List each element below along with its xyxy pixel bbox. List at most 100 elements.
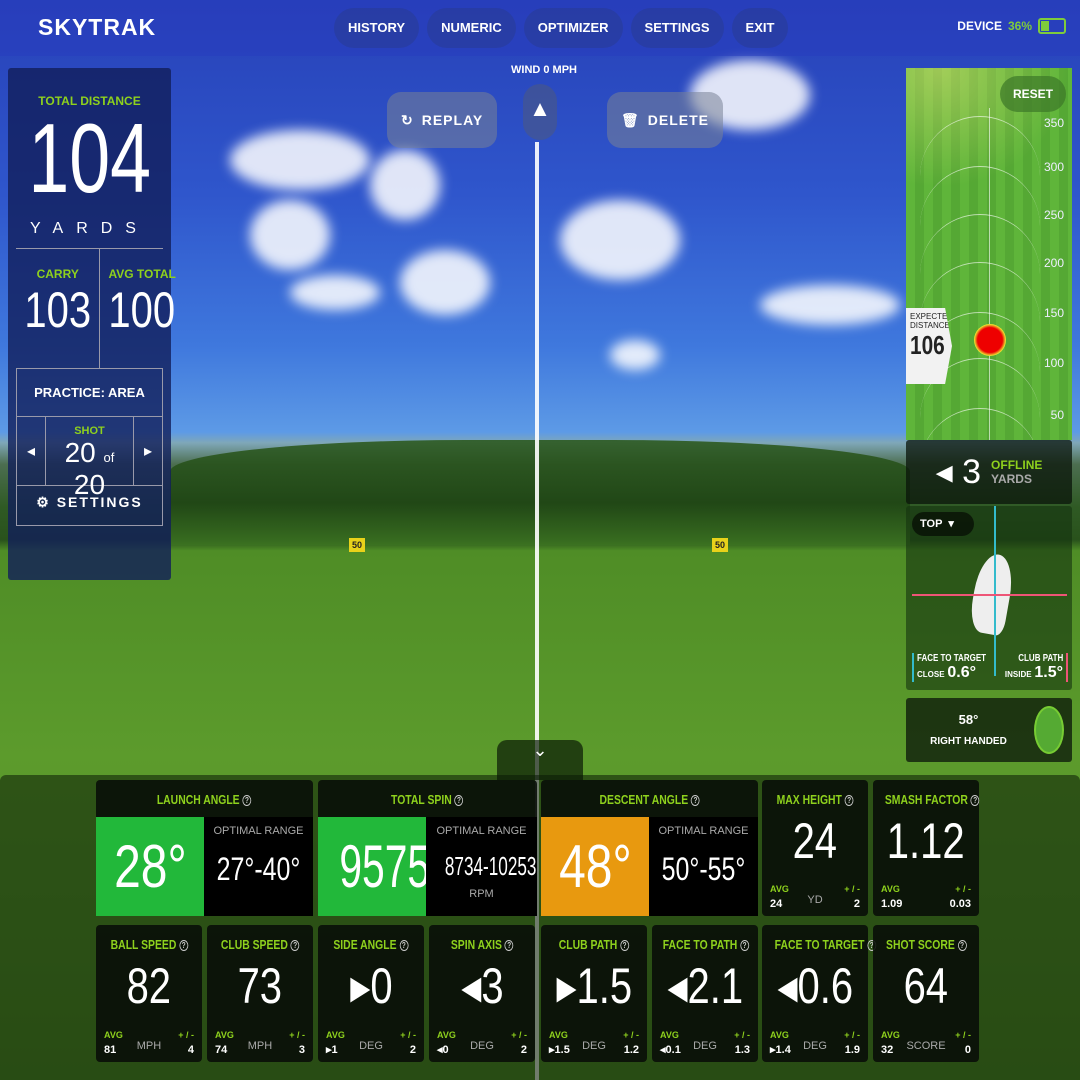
optimal-range-box: OPTIMAL RANGE 8734-10253 RPM	[426, 817, 537, 916]
avg-value: ◂0	[437, 1044, 449, 1056]
optimizer-card-descent-angle: DESCENT ANGLE ? 48° OPTIMAL RANGE 50°-55°	[541, 780, 758, 916]
avg-label: AVG	[104, 1030, 123, 1040]
left-settings-button[interactable]: ⚙ SETTINGS	[17, 486, 162, 519]
nav-numeric[interactable]: NUMERIC	[427, 8, 516, 48]
help-icon[interactable]: ?	[620, 940, 630, 952]
tick-label: 200	[1043, 256, 1064, 270]
help-icon[interactable]: ?	[844, 795, 854, 807]
stat-card-spin-axis: SPIN AXIS ? ◂3 AVG ◂0 + / -2 DEG	[429, 925, 535, 1062]
main-nav: HISTORY NUMERIC OPTIMIZER SETTINGS EXIT	[334, 8, 789, 48]
face-direction: CLOSE	[917, 670, 945, 679]
metric-label-text: BALL SPEED	[110, 937, 176, 952]
prev-shot-button[interactable]: ◂	[17, 417, 46, 485]
optimal-range-label: OPTIMAL RANGE	[658, 825, 749, 837]
metric-label-inner: FACE TO PATH ?	[662, 937, 750, 952]
metric-label-inner: FACE TO TARGET ?	[774, 937, 877, 952]
metric-label-inner: SMASH FACTOR ?	[885, 792, 980, 807]
tick-label: 250	[1043, 208, 1064, 222]
nav-history[interactable]: HISTORY	[334, 8, 420, 48]
plus-minus-label: + / -	[289, 1030, 305, 1040]
help-icon[interactable]: ?	[970, 795, 980, 807]
metric-label-inner: DESCENT ANGLE ?	[599, 792, 700, 807]
metric-value: ▸0	[349, 958, 393, 1014]
collapse-panel-button[interactable]: ⌄	[497, 740, 583, 780]
plus-minus-value: 4	[187, 1044, 194, 1056]
plus-minus-label: + / -	[844, 884, 860, 894]
metric-value: ◂2.1	[667, 958, 743, 1014]
help-icon[interactable]: ?	[957, 940, 967, 952]
help-icon[interactable]: ?	[178, 940, 188, 952]
metric-label-inner: SPIN AXIS ?	[451, 937, 514, 952]
avg-total-label: AVG TOTAL	[108, 267, 176, 281]
path-direction: INSIDE	[1004, 670, 1032, 679]
metric-label-text: CLUB SPEED	[220, 937, 288, 952]
replay-button[interactable]: ↻ REPLAY	[387, 92, 498, 148]
yardage-marker: 50	[712, 538, 729, 552]
settings-label: SETTINGS	[56, 494, 143, 510]
delete-button[interactable]: 🗑 DELETE	[607, 92, 724, 148]
metric-unit: DEG	[582, 1040, 606, 1052]
stat-card-club-speed: CLUB SPEED ? 73 AVG 74 + / - 3 MPH	[207, 925, 313, 1062]
tick-label: 300	[1043, 160, 1064, 174]
optimal-range-box: OPTIMAL RANGE 27°-40°	[204, 817, 313, 916]
tree-line	[170, 440, 910, 545]
metric-label-text: FACE TO PATH	[662, 937, 738, 952]
plus-minus-label: + / -	[178, 1030, 194, 1040]
help-icon[interactable]: ?	[399, 940, 409, 952]
cloud	[560, 200, 680, 280]
metric-label-text: SMASH FACTOR	[884, 792, 968, 807]
help-icon[interactable]: ?	[242, 795, 252, 807]
metric-unit: DEG	[359, 1040, 383, 1052]
next-shot-button[interactable]: ▸	[133, 417, 162, 485]
optimal-range-label: OPTIMAL RANGE	[436, 825, 527, 837]
of-label: of	[103, 450, 115, 465]
metric-unit: DEG	[803, 1040, 827, 1052]
plus-minus-value: 0.03	[949, 898, 971, 910]
tick-label: 100	[1043, 356, 1064, 370]
optimizer-card-total-spin: TOTAL SPIN ? 9575 OPTIMAL RANGE 8734-10253 R…	[318, 780, 537, 916]
plus-minus-label: + / -	[400, 1030, 416, 1040]
carry-label: CARRY	[36, 267, 79, 281]
metric-value: ◂0.6	[777, 958, 853, 1014]
metric-label-text: FACE TO TARGET	[774, 937, 865, 952]
metric-value: 73	[237, 958, 283, 1014]
club-selector[interactable]: 58° RIGHT HANDED	[906, 698, 1072, 762]
nav-exit[interactable]: EXIT	[731, 8, 789, 48]
total-distance-value: 104	[28, 103, 152, 213]
help-icon[interactable]: ?	[740, 940, 750, 952]
avg-label: AVG	[881, 1030, 900, 1040]
replay-label: REPLAY	[421, 112, 484, 128]
shot-dispersion-dot	[974, 324, 1006, 356]
avg-value: ▸1.4	[770, 1044, 791, 1056]
metric-label-inner: SHOT SCORE ?	[886, 937, 967, 952]
nav-settings[interactable]: SETTINGS	[630, 8, 724, 48]
plus-minus-value: 2	[409, 1044, 416, 1056]
metric-label-inner: MAX HEIGHT ?	[777, 792, 854, 807]
expected-distance-value: 106	[910, 330, 945, 360]
club-path-value: 1.5°	[1034, 664, 1063, 681]
metric-label-text: MAX HEIGHT	[776, 792, 842, 807]
stat-card-face-to-path: FACE TO PATH ? ◂2.1 AVG ◂0.1 + / - 1.3 DEG	[652, 925, 758, 1062]
device-status: DEVICE 36%	[957, 18, 1066, 34]
help-icon[interactable]: ?	[690, 795, 700, 807]
metric-label: BALL SPEED ?	[96, 937, 202, 952]
metric-unit: SCORE	[906, 1040, 946, 1052]
reset-button[interactable]: RESET	[1000, 76, 1066, 112]
offline-value: ◂ 3	[935, 453, 982, 491]
distance-panel: TOTAL DISTANCE 104 YARDS CARRY 103 AVG T…	[8, 68, 176, 580]
metric-label-inner: TOTAL SPIN ?	[391, 792, 464, 807]
view-dropdown[interactable]: TOP ▾	[912, 512, 974, 536]
avg-label: AVG	[660, 1030, 679, 1040]
metric-label: MAX HEIGHT ?	[762, 792, 868, 807]
gear-icon: ⚙	[36, 494, 51, 510]
help-icon[interactable]: ?	[504, 940, 514, 952]
metric-value-wrap: ◂2.1	[652, 957, 758, 1015]
stat-card-max-height: MAX HEIGHT ? 24 AVG 24 + / - 2 YD	[762, 780, 868, 916]
avg-label: AVG	[881, 884, 900, 894]
help-icon[interactable]: ?	[290, 940, 300, 952]
help-icon[interactable]: ?	[454, 795, 464, 807]
shot-current: 20	[64, 437, 96, 468]
plus-minus-value: 0	[964, 1044, 971, 1056]
optimal-range-value: 50°-55°	[661, 851, 746, 887]
nav-optimizer[interactable]: OPTIMIZER	[523, 8, 623, 48]
